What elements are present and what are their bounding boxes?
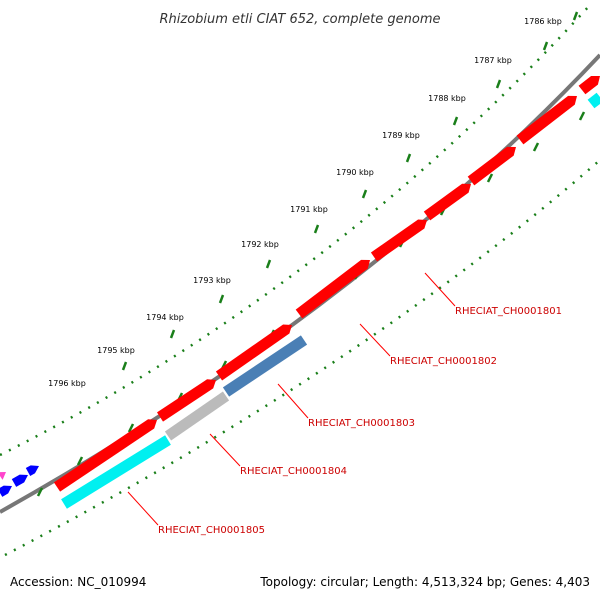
tick-mark bbox=[572, 11, 579, 21]
gene-leader-line bbox=[424, 272, 456, 307]
gene-leader-line bbox=[127, 491, 159, 526]
gene-label[interactable]: RHECIAT_CH0001803 bbox=[308, 418, 415, 429]
forward-gene-arrow[interactable] bbox=[516, 95, 577, 145]
other-gene-magenta[interactable] bbox=[0, 472, 6, 480]
tick-mark bbox=[265, 259, 272, 269]
tick-label: 1790 kbp bbox=[336, 168, 374, 177]
reverse-gene-steelblue[interactable] bbox=[222, 335, 308, 397]
reverse-gene-cyan[interactable] bbox=[587, 92, 600, 109]
tick-mark bbox=[121, 361, 128, 371]
tick-mark bbox=[361, 189, 368, 199]
other-gene-blue[interactable] bbox=[0, 485, 12, 497]
tick-mark bbox=[127, 423, 135, 433]
tick-mark bbox=[169, 329, 176, 339]
tick-label: 1793 kbp bbox=[193, 276, 231, 285]
accession-text: Accession: NC_010994 bbox=[10, 575, 146, 589]
tick-mark bbox=[218, 294, 225, 304]
tick-mark bbox=[313, 224, 320, 234]
other-gene-blue[interactable] bbox=[25, 465, 39, 476]
inner-ruler-track bbox=[4, 159, 600, 557]
tick-label: 1787 kbp bbox=[474, 56, 512, 65]
tick-mark bbox=[495, 79, 502, 89]
forward-gene-arrow[interactable] bbox=[295, 259, 370, 319]
tick-mark bbox=[542, 41, 549, 51]
tick-label: 1789 kbp bbox=[382, 131, 420, 140]
tick-mark bbox=[578, 111, 586, 121]
tick-mark bbox=[76, 456, 84, 466]
genome-backbone bbox=[0, 53, 600, 514]
gene-shapes bbox=[0, 76, 600, 509]
tick-label: 1795 kbp bbox=[97, 346, 135, 355]
tick-label: 1796 kbp bbox=[48, 379, 86, 388]
forward-gene-arrow[interactable] bbox=[578, 76, 600, 95]
gene-label[interactable]: RHECIAT_CH0001804 bbox=[240, 466, 347, 477]
tick-label: 1786 kbp bbox=[524, 17, 562, 26]
other-gene-blue[interactable] bbox=[11, 474, 29, 487]
tick-mark bbox=[36, 487, 44, 497]
tick-label: 1792 kbp bbox=[241, 240, 279, 249]
tick-mark bbox=[532, 142, 540, 152]
tick-label: 1794 kbp bbox=[146, 313, 184, 322]
summary-text: Topology: circular; Length: 4,513,324 bp… bbox=[259, 575, 590, 589]
gene-leader-line bbox=[277, 383, 309, 419]
gene-label[interactable]: RHECIAT_CH0001805 bbox=[158, 525, 265, 536]
forward-gene-arrow[interactable] bbox=[467, 146, 516, 186]
gene-leader-line bbox=[359, 323, 391, 357]
outer-ruler-track bbox=[0, 4, 591, 457]
reverse-gene-gray[interactable] bbox=[164, 391, 230, 441]
forward-gene-arrow[interactable] bbox=[157, 379, 216, 422]
gene-labels: RHECIAT_CH0001801 RHECIAT_CH0001802 RHECIA… bbox=[127, 272, 562, 536]
forward-gene-arrow[interactable] bbox=[370, 219, 427, 262]
gene-leader-line bbox=[209, 433, 241, 467]
reverse-gene-cyan[interactable] bbox=[61, 435, 171, 509]
tick-mark bbox=[486, 173, 494, 183]
gene-label[interactable]: RHECIAT_CH0001801 bbox=[455, 306, 562, 317]
forward-gene-arrow[interactable] bbox=[53, 419, 157, 492]
gene-label[interactable]: RHECIAT_CH0001802 bbox=[390, 356, 497, 367]
forward-gene-arrow[interactable] bbox=[423, 183, 471, 221]
forward-gene-arrow[interactable] bbox=[215, 324, 292, 381]
tick-mark bbox=[452, 116, 459, 126]
map-title: Rhizobium etli CIAT 652, complete genome bbox=[160, 12, 441, 27]
tick-label: 1791 kbp bbox=[290, 205, 328, 214]
tick-mark bbox=[405, 153, 412, 163]
tick-label: 1788 kbp bbox=[428, 94, 466, 103]
